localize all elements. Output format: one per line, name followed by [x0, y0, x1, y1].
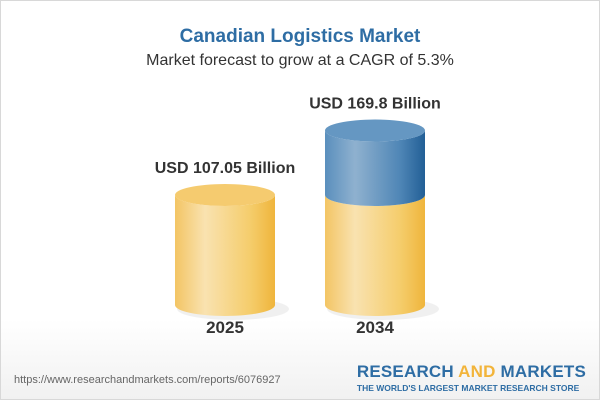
- report-url[interactable]: https://www.researchandmarkets.com/repor…: [14, 374, 281, 386]
- chart-title: Canadian Logistics Market: [179, 26, 421, 47]
- research-and-markets-logo: RESEARCH AND MARKETS THE WORLD'S LARGEST…: [356, 362, 586, 393]
- data-label: USD 169.8 Billion: [309, 96, 441, 113]
- chart-subtitle: Market forecast to grow at a CAGR of 5.3…: [146, 52, 454, 69]
- data-label: USD 107.05 Billion: [155, 160, 296, 177]
- cylinder-top-2034: [325, 119, 425, 142]
- bar-base-2025: [175, 195, 275, 316]
- bar-base-2034: [325, 195, 425, 316]
- category-label: 2025: [206, 318, 244, 337]
- cylinder-top-2025: [175, 184, 275, 206]
- category-label: 2034: [356, 318, 394, 337]
- bar-growth-2034: [325, 130, 425, 206]
